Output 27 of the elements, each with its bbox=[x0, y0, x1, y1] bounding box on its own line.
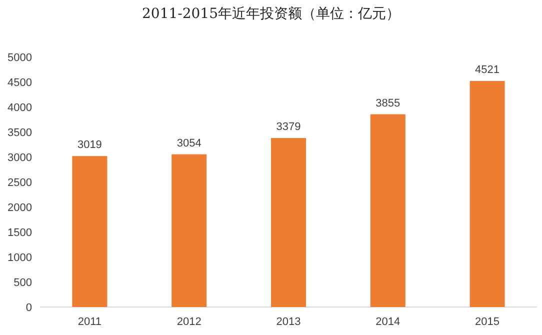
bar bbox=[72, 156, 108, 307]
x-tick-label: 2014 bbox=[376, 316, 400, 328]
data-label: 3054 bbox=[176, 137, 202, 150]
y-tick-label: 2500 bbox=[8, 177, 32, 189]
x-tick-label: 2015 bbox=[475, 316, 500, 328]
y-tick-label: 500 bbox=[14, 277, 32, 289]
bar bbox=[271, 138, 306, 307]
chart-title: 2011-2015年近年投资额（单位：亿元） bbox=[142, 6, 400, 22]
bar bbox=[470, 80, 505, 307]
y-tick-label: 3500 bbox=[8, 127, 32, 139]
y-tick-label: 4000 bbox=[8, 102, 32, 114]
y-tick-label: 0 bbox=[26, 302, 32, 314]
x-tick-label: 2013 bbox=[276, 316, 301, 328]
bar bbox=[370, 114, 406, 307]
data-label: 3855 bbox=[376, 97, 400, 110]
y-tick-label: 3000 bbox=[8, 152, 32, 164]
y-tick-label: 2000 bbox=[8, 202, 32, 214]
y-tick-label: 5000 bbox=[8, 52, 32, 64]
y-tick-label: 1000 bbox=[8, 252, 32, 264]
bar bbox=[172, 154, 207, 307]
y-tick-label: 4500 bbox=[8, 77, 32, 89]
y-tick-label: 1500 bbox=[8, 227, 32, 239]
data-label: 3379 bbox=[276, 121, 301, 134]
data-label: 3019 bbox=[77, 139, 102, 152]
data-label: 4521 bbox=[475, 64, 500, 76]
x-tick-label: 2012 bbox=[176, 316, 202, 328]
x-tick-label: 2011 bbox=[78, 316, 102, 328]
